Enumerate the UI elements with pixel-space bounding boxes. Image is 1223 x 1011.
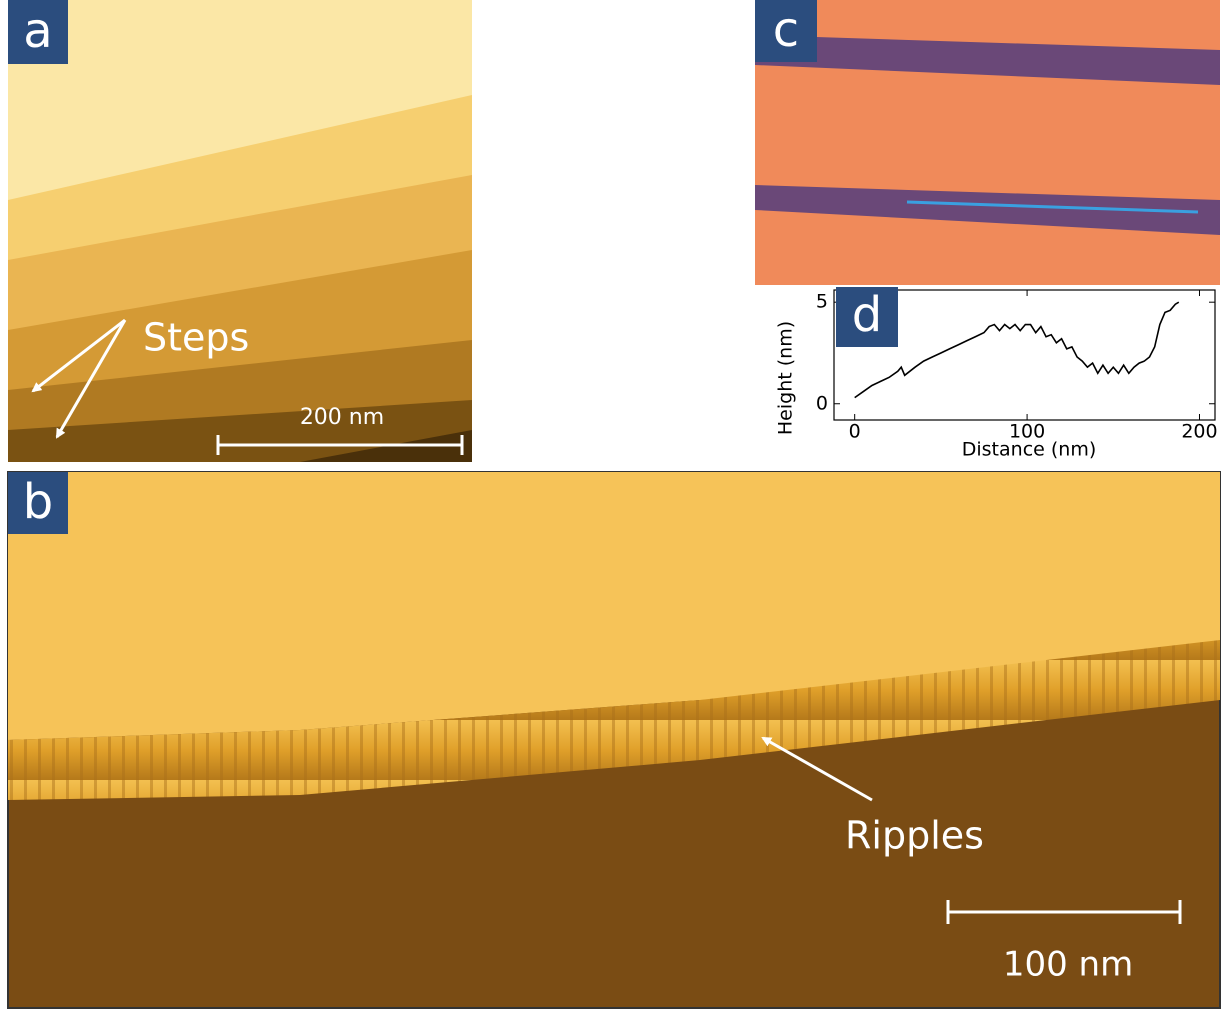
y-tick-label: 5 bbox=[816, 291, 828, 313]
x-tick-label: 100 bbox=[1009, 421, 1045, 443]
figure: a Steps 200 nm c b Ripples 100 nm Distan… bbox=[0, 0, 1223, 1011]
panel-label: d bbox=[852, 287, 882, 343]
panel-label: c bbox=[773, 2, 799, 58]
annotation: Steps bbox=[143, 316, 249, 360]
panel-label: a bbox=[23, 3, 52, 59]
x-tick-label: 200 bbox=[1181, 421, 1217, 443]
panel-label: b bbox=[23, 474, 53, 530]
scale-bar-label: 200 nm bbox=[300, 405, 384, 430]
data-line bbox=[855, 302, 1179, 397]
scale-bar-label: 100 nm bbox=[1003, 945, 1133, 985]
x-tick-label: 0 bbox=[849, 421, 861, 443]
panel-c: c bbox=[755, 0, 1220, 285]
y-axis-label: Height (nm) bbox=[775, 321, 797, 435]
panel-b: b Ripples 100 nm bbox=[8, 472, 1220, 1008]
annotation: Ripples bbox=[845, 814, 984, 858]
y-tick-label: 0 bbox=[816, 392, 828, 414]
panel-a: a Steps 200 nm bbox=[8, 0, 472, 462]
